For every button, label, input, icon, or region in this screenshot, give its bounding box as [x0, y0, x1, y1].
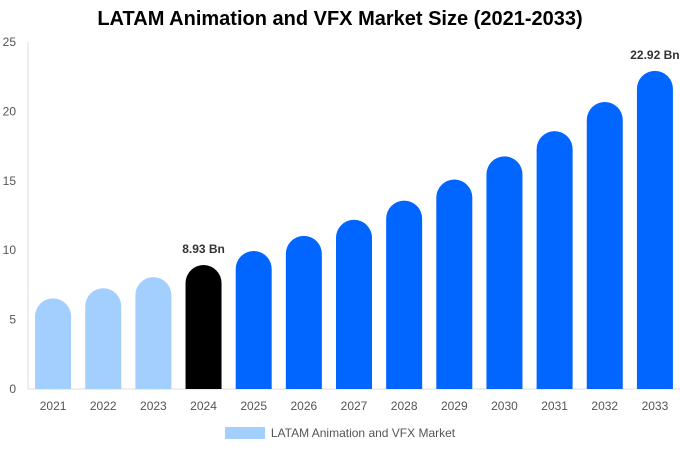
bar-2032 — [586, 101, 623, 389]
x-tick-label: 2033 — [642, 399, 669, 413]
legend-swatch — [224, 426, 265, 439]
chart-title: LATAM Animation and VFX Market Size (202… — [97, 8, 583, 30]
x-tick-label: 2026 — [290, 399, 317, 413]
bar-2026 — [285, 235, 322, 389]
y-tick-label: 25 — [3, 35, 17, 49]
y-tick-label: 5 — [9, 313, 16, 327]
x-tick-label: 2022 — [90, 399, 117, 413]
x-tick-label: 2030 — [491, 399, 518, 413]
x-tick-label: 2024 — [190, 399, 217, 413]
bar-2028 — [386, 200, 423, 389]
x-tick-label: 2021 — [40, 399, 67, 413]
legend-label: LATAM Animation and VFX Market — [270, 425, 456, 440]
x-tick-label: 2031 — [541, 399, 568, 413]
bar-2024 — [185, 265, 222, 389]
bar-2021 — [35, 298, 72, 389]
x-tick-label: 2023 — [140, 399, 167, 413]
x-tick-label: 2025 — [240, 399, 267, 413]
x-tick-label: 2029 — [441, 399, 468, 413]
bar-2033 — [636, 70, 673, 390]
bar-2029 — [436, 179, 473, 389]
x-tick-label: 2032 — [591, 399, 618, 413]
y-tick-label: 20 — [3, 104, 17, 118]
x-tick-label: 2027 — [341, 399, 368, 413]
bar-2031 — [536, 131, 573, 389]
bar-2023 — [135, 277, 172, 389]
bar-2022 — [85, 288, 122, 389]
data-label: 8.93 Bn — [182, 242, 225, 256]
legend[interactable]: LATAM Animation and VFX Market — [0, 425, 680, 440]
bar-2025 — [235, 251, 272, 389]
x-tick-label: 2028 — [391, 399, 418, 413]
y-tick-label: 10 — [3, 243, 17, 257]
bar-2030 — [486, 156, 523, 389]
y-tick-label: 15 — [3, 174, 17, 188]
data-label: 22.92 Bn — [630, 48, 679, 62]
bar-2027 — [336, 219, 372, 389]
y-tick-label: 0 — [9, 382, 16, 396]
